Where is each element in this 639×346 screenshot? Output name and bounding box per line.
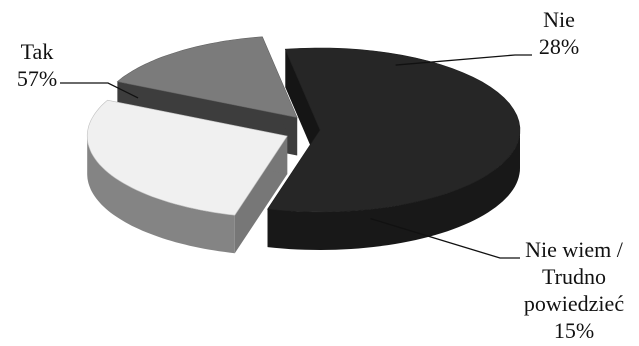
slice-tak-top	[267, 47, 521, 213]
leader-nie	[395, 54, 532, 66]
leader-tak	[60, 82, 139, 99]
slice-tak-rim-0	[267, 130, 520, 250]
slices-layer	[86, 36, 521, 254]
slice-nie-top	[86, 99, 288, 216]
label-nie-wiem-line-3: powiedzieć	[523, 291, 625, 316]
label-nie-wiem-value: 15%	[553, 318, 595, 343]
label-nie: Nie 28%	[524, 6, 594, 60]
slice-nie-wiem-trudno-powiedziec-top	[116, 36, 298, 118]
label-nie-value: 28%	[538, 34, 580, 59]
label-nie-wiem-line-2: Trudno	[542, 264, 606, 289]
label-nie-name: Nie	[543, 7, 575, 32]
label-tak-value: 57%	[16, 66, 58, 91]
leader-lines	[60, 54, 532, 259]
slice-nie-rim-0	[87, 136, 235, 254]
slice-tak-wall-start	[285, 49, 320, 168]
leader-nie-wiem	[370, 217, 520, 259]
slice-tak	[267, 47, 521, 250]
slice-nie	[86, 99, 288, 254]
label-tak-name: Tak	[20, 39, 54, 64]
label-nie-wiem: Nie wiem / Trudno powiedzieć 15%	[510, 236, 638, 344]
label-nie-wiem-line-1: Nie wiem /	[525, 237, 623, 262]
label-tak: Tak 57%	[2, 38, 72, 92]
